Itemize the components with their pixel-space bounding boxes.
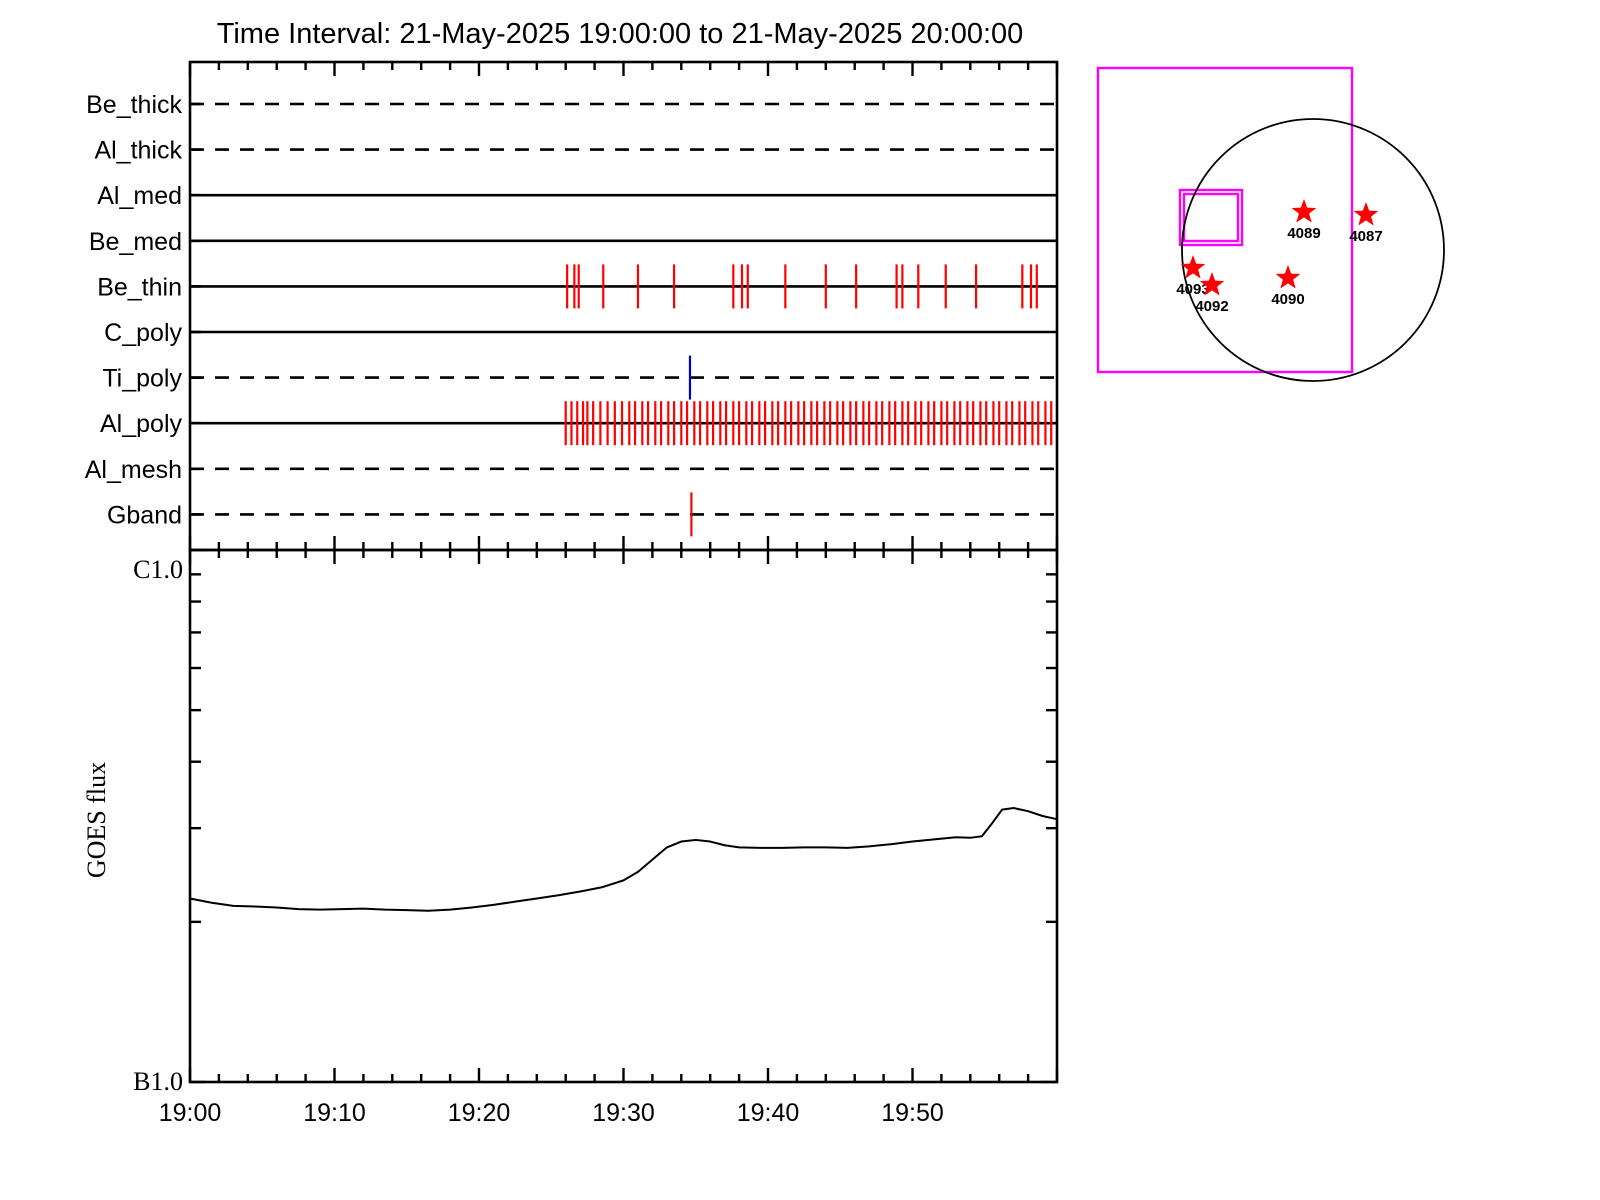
active-region-label-4093: 4093 — [1176, 281, 1209, 298]
active-region-label-4087: 4087 — [1349, 228, 1382, 245]
filter-panel-top-ticks — [188, 62, 1059, 76]
x-tick-label: 19:20 — [448, 1099, 511, 1127]
xrt-small-fov-inner — [1182, 192, 1240, 243]
x-tick-label: 19:00 — [159, 1099, 222, 1127]
active-region-star-4089 — [1291, 199, 1317, 223]
active-region-star-4093 — [1180, 255, 1206, 279]
goes-x-axis-labels: 19:00 19:10 19:20 19:30 19:40 19:50 — [159, 1099, 944, 1127]
x-tick-label: 19:10 — [303, 1099, 366, 1127]
goes-flux-curve — [189, 807, 1058, 912]
fov-boxes — [1096, 66, 1354, 374]
active-region-star-4087 — [1353, 202, 1379, 226]
xrt-full-fov — [1096, 66, 1354, 374]
goes-y-top-label: C1.0 — [133, 555, 183, 584]
solar-limb-circle — [1181, 118, 1445, 382]
filter-guide-lines — [190, 102, 1057, 516]
goes-top-ticks — [188, 550, 1059, 564]
filter-label-be_thick: Be_thick — [86, 91, 182, 119]
goes-y-axis-right-ticks — [1041, 573, 1057, 1084]
filter-label-ti_poly: Ti_poly — [102, 365, 182, 393]
goes-x-axis-ticks — [188, 1068, 1059, 1082]
active-region-star-4090 — [1275, 265, 1301, 289]
xrt-small-fov — [1178, 188, 1244, 247]
active-region-label-4092: 4092 — [1195, 298, 1228, 315]
goes-y-axis-title: GOES flux — [82, 762, 111, 878]
active-region-label-4090: 4090 — [1271, 291, 1304, 308]
filter-panel-frame — [188, 60, 1059, 552]
active-region-star-4092 — [1199, 272, 1225, 296]
goes-y-bottom-label: B1.0 — [133, 1067, 183, 1096]
filter-label-gband: Gband — [107, 501, 182, 529]
goes-y-axis-ticks — [190, 548, 206, 1084]
filter-panel-bottom-ticks — [188, 536, 1059, 550]
filter-label-be_med: Be_med — [89, 228, 182, 256]
filter-axis-labels: Be_thick Al_thick Al_med Be_med Be_thin C_pol… — [85, 91, 183, 529]
active-region-label-4089: 4089 — [1287, 225, 1320, 242]
filter-label-al_med: Al_med — [97, 182, 182, 210]
page-title: Time Interval: 21-May-2025 19:00:00 to 2… — [217, 18, 1024, 50]
x-tick-label: 19:30 — [592, 1099, 655, 1127]
filter-label-al_mesh: Al_mesh — [85, 456, 182, 484]
filter-event-panel: Be_thick Al_thick Al_med Be_med Be_thin C_pol… — [85, 60, 1059, 552]
filter-label-c_poly: C_poly — [104, 319, 182, 347]
x-tick-label: 19:50 — [881, 1099, 944, 1127]
filter-label-be_thin: Be_thin — [97, 273, 182, 301]
filter-event-ticks — [564, 264, 1053, 537]
x-tick-label: 19:40 — [737, 1099, 800, 1127]
goes-panel-frame — [188, 548, 1059, 1084]
goes-flux-panel: 19:00 19:10 19:20 19:30 19:40 19:50 C1.0 B1.0… — [82, 548, 1059, 1127]
filter-label-al_thick: Al_thick — [94, 137, 182, 165]
filter-label-al_poly: Al_poly — [100, 410, 182, 438]
